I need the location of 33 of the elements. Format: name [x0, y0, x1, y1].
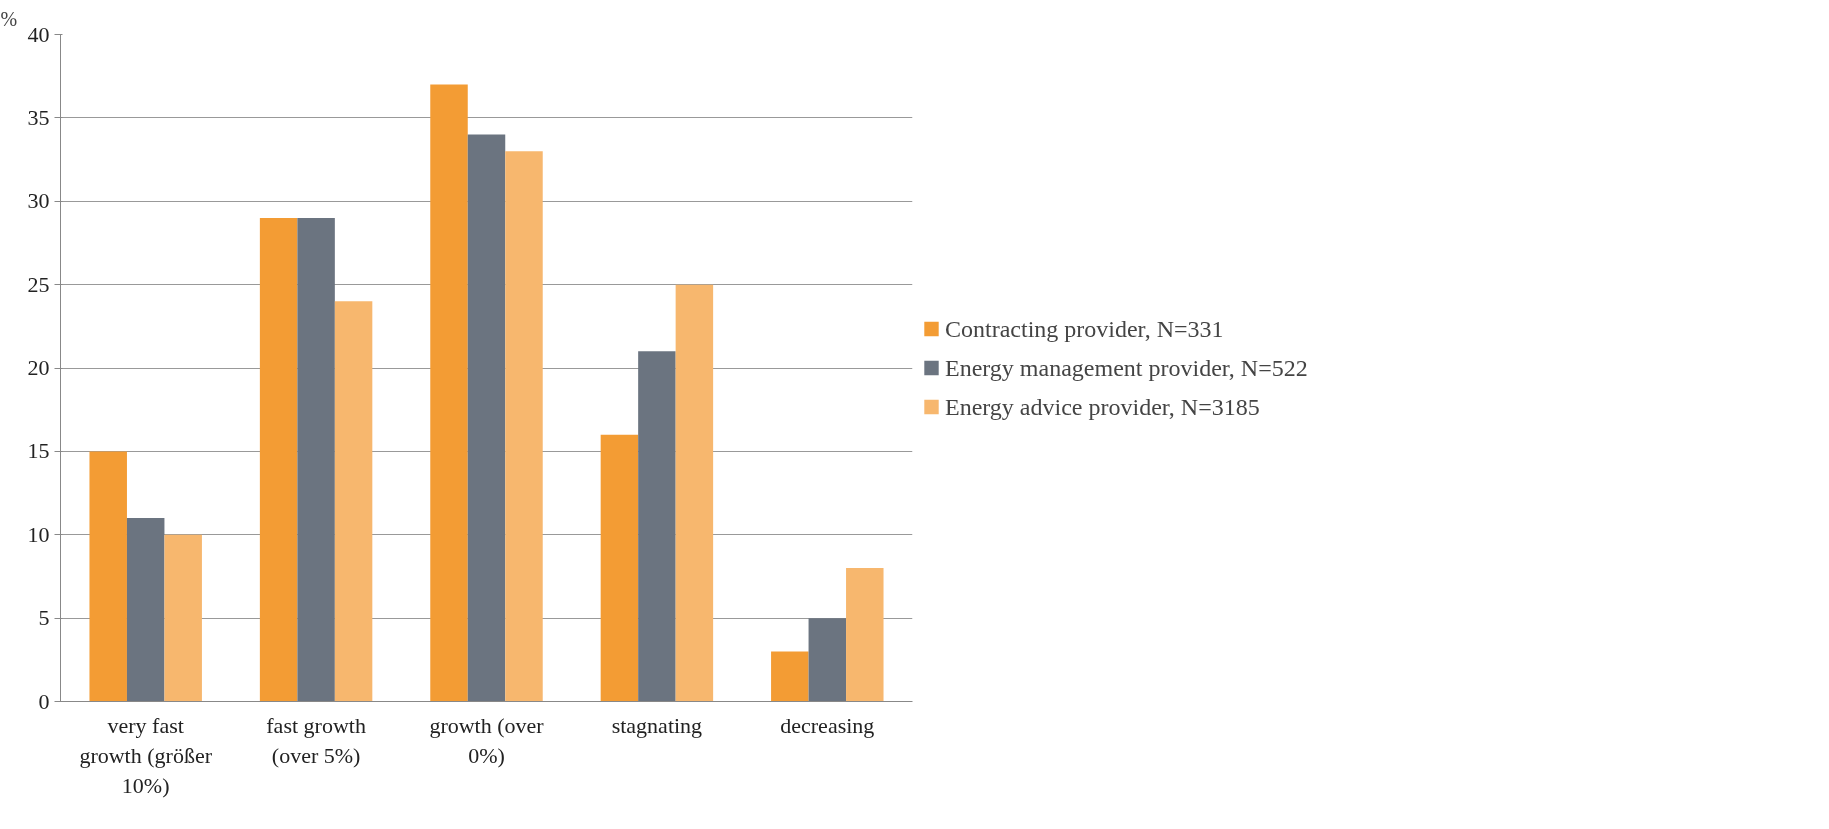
bar	[297, 217, 335, 702]
bar	[808, 618, 847, 702]
y-tick-label: 25	[27, 271, 50, 297]
x-tick-label: decreasing	[780, 712, 875, 738]
x-tick-label: fast growth (over 5%)	[266, 712, 366, 768]
bar	[126, 518, 165, 702]
x-tick-label: very fast growth (größer 10%)	[79, 712, 213, 798]
legend-label: Energy management provider, N=522	[945, 354, 1308, 381]
y-tick-label: 0	[38, 688, 50, 714]
y-tick-label: 5	[38, 605, 50, 631]
bar	[89, 451, 127, 702]
y-tick-label: 15	[27, 438, 50, 464]
bar	[505, 151, 543, 702]
y-tick-label: 40	[27, 21, 50, 47]
y-tick-label: 35	[27, 104, 50, 130]
y-tick-label: 30	[27, 188, 50, 214]
bar	[771, 651, 809, 702]
legend-label: Energy advice provider, N=3185	[945, 393, 1260, 420]
y-tick-label: 20	[27, 355, 50, 380]
bar	[638, 351, 676, 702]
bar	[164, 534, 202, 702]
bar	[846, 568, 884, 702]
x-tick-label: growth (over 0%)	[429, 712, 545, 768]
bar	[600, 434, 639, 702]
x-tick-label: stagnating	[611, 712, 703, 738]
y-tick-label: 10	[27, 521, 50, 547]
y-axis-title: %	[0, 7, 18, 30]
bar	[334, 301, 373, 702]
bar	[430, 84, 468, 702]
legend-label: Contracting provider, N=331	[945, 315, 1224, 342]
bar	[675, 284, 714, 702]
bar	[259, 217, 298, 702]
bar	[467, 134, 506, 702]
